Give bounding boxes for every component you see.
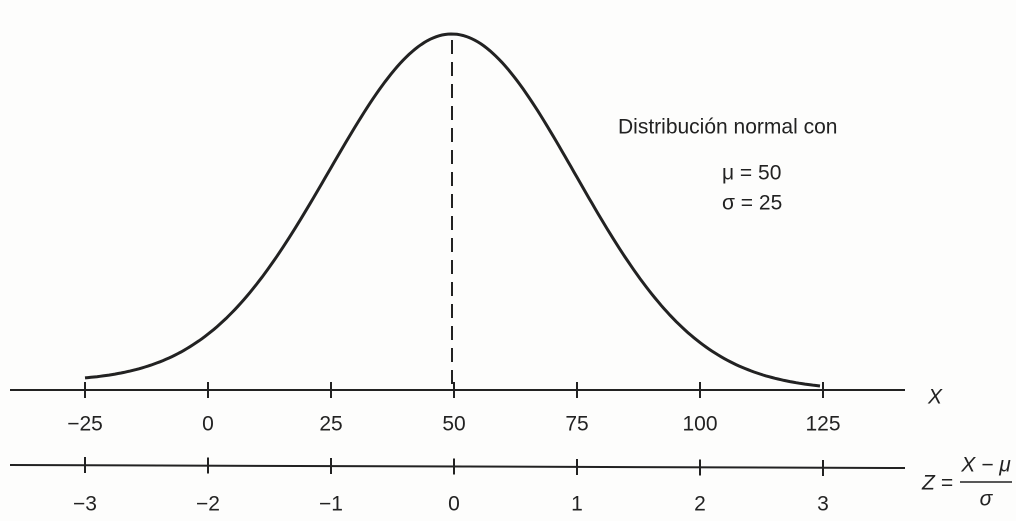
z-tick-label: −3 — [73, 493, 97, 516]
z-tick-label: 2 — [694, 493, 706, 516]
normal-curve — [84, 32, 821, 388]
z-tick-label: 1 — [571, 493, 583, 516]
z-tick-label: 3 — [817, 493, 829, 516]
annotation-sd: σ = 25 — [722, 192, 782, 215]
z-tick-label: −1 — [319, 493, 343, 516]
z-formula-denominator: σ — [980, 488, 994, 511]
annotation-mean: μ = 50 — [722, 162, 781, 185]
z-tick-label: 0 — [448, 493, 460, 516]
x-axis-label: X — [927, 386, 943, 409]
x-tick-label: 50 — [442, 413, 465, 436]
x-tick-label: 75 — [565, 413, 588, 436]
z-axis-line — [9, 464, 906, 469]
z-formula-numerator: X − μ — [960, 454, 1011, 477]
x-tick-label: 0 — [202, 413, 214, 436]
z-formula-label: Z = — [921, 472, 953, 495]
annotation-title: Distribución normal con — [618, 116, 837, 139]
x-tick-label: 25 — [319, 413, 342, 436]
x-tick-label: 125 — [805, 413, 840, 436]
x-tick-label: −25 — [67, 413, 103, 436]
x-tick-label: 100 — [682, 413, 717, 436]
z-tick-label: −2 — [196, 493, 220, 516]
